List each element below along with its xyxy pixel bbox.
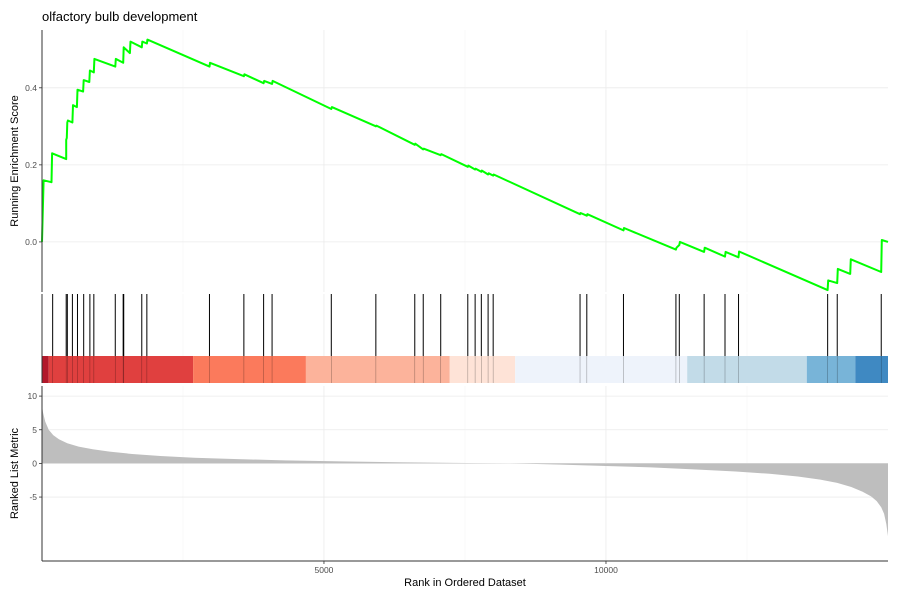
chart-title: olfactory bulb development [42, 9, 198, 24]
top-y-tick-label-2: 0.4 [25, 83, 37, 93]
bot-y-tick-label-3: 10 [28, 391, 38, 401]
x-tick-label-0: 5000 [315, 565, 334, 575]
color-band-0 [42, 356, 49, 383]
x-ticks: 5000 10000 [315, 561, 618, 575]
gene-hits-panel [41, 294, 888, 383]
x-axis-label: Rank in Ordered Dataset [404, 577, 526, 589]
bot-y-tick-label-1: 0 [32, 458, 37, 468]
running-enrichment-score-line [41, 38, 889, 292]
top-y-tick-label-1: 0.2 [25, 160, 37, 170]
rank-color-bands [42, 356, 888, 383]
bottom-panel-gridlines [42, 386, 888, 561]
color-band-3 [305, 356, 450, 383]
color-band-5 [515, 356, 688, 383]
bottom-panel-y-ticks: -5 0 5 10 [28, 391, 42, 502]
bot-y-tick-label-2: 5 [32, 425, 37, 435]
top-panel-y-ticks: 0.0 0.2 0.4 [25, 83, 42, 247]
color-band-1 [48, 356, 194, 383]
ranked-metric-axis-label: Ranked List Metric [9, 427, 21, 519]
running-score-panel: 0.0 0.2 0.4 Running Enrichment Score [9, 30, 889, 292]
gene-hit-marks [52, 294, 882, 356]
color-band-7 [806, 356, 856, 383]
color-band-4 [449, 356, 516, 383]
x-tick-label-1: 10000 [594, 565, 618, 575]
color-band-2 [193, 356, 306, 383]
top-panel-gridlines [42, 30, 888, 292]
running-score-axis-label: Running Enrichment Score [9, 95, 21, 226]
color-band-6 [687, 356, 807, 383]
color-band-8 [855, 356, 888, 383]
top-y-tick-label-0: 0.0 [25, 237, 37, 247]
ranked-metric-panel: -5 0 5 10 5000 10000 Ranked List Metric Rank… [9, 386, 888, 589]
bot-y-tick-label-0: -5 [29, 492, 37, 502]
